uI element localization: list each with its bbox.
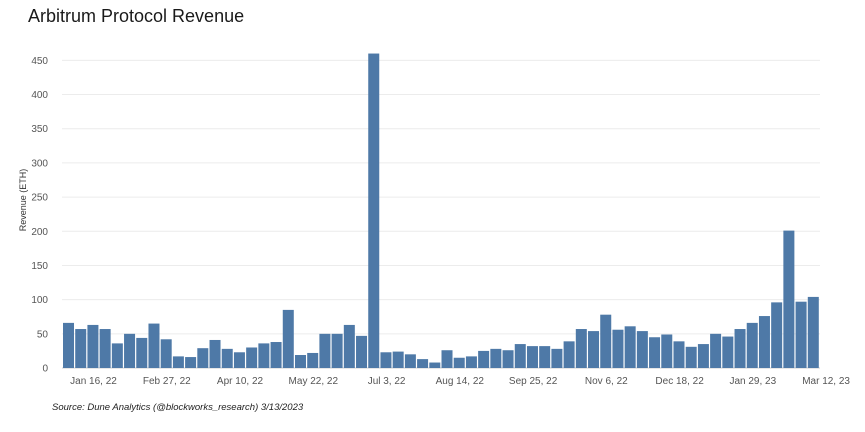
bar [490, 348, 502, 368]
x-axis-ticks: Jan 16, 22 Feb 27, 22 Apr 10, 22 May 22, 22… [70, 376, 850, 387]
bar [87, 324, 99, 368]
bar [148, 323, 160, 368]
x-tick-label: Jul 3, 22 [368, 376, 406, 387]
bar [624, 326, 636, 368]
bar [771, 302, 783, 368]
bar [673, 341, 685, 368]
bar [160, 339, 172, 368]
x-tick-label: Feb 27, 22 [143, 376, 191, 387]
x-tick-label: Dec 18, 22 [655, 376, 704, 387]
bar [246, 347, 258, 368]
bars [63, 53, 819, 368]
bar [111, 343, 123, 368]
y-tick-label: 0 [42, 364, 48, 375]
x-tick-label: Apr 10, 22 [217, 376, 264, 387]
bar [172, 356, 184, 368]
y-axis-ticks: 0 50 100 150 200 250 300 350 400 450 [31, 56, 48, 375]
chart-title: Arbitrum Protocol Revenue [28, 6, 245, 26]
bar [783, 230, 795, 368]
bar [514, 344, 526, 368]
bar [136, 337, 148, 368]
bar [319, 333, 331, 368]
bar [734, 329, 746, 368]
x-tick-label: Jan 29, 23 [729, 376, 776, 387]
bar [526, 346, 538, 368]
bar [612, 329, 624, 368]
bar [478, 350, 490, 368]
bar [722, 336, 734, 368]
bar [343, 324, 355, 368]
bar [636, 331, 648, 368]
bar [331, 333, 343, 368]
y-tick-label: 200 [31, 227, 48, 238]
bar [563, 341, 575, 368]
x-tick-label: Mar 12, 23 [802, 376, 850, 387]
bar [63, 322, 75, 368]
bar [807, 296, 819, 368]
gridlines [62, 59, 820, 369]
y-tick-label: 400 [31, 90, 48, 101]
bar [685, 346, 697, 368]
bar [258, 343, 270, 368]
bar [661, 334, 673, 368]
bar [233, 352, 245, 368]
bar [539, 346, 551, 368]
bar [429, 362, 441, 368]
bar [185, 357, 197, 368]
bar [453, 357, 465, 368]
bar [710, 333, 722, 368]
bar [124, 333, 136, 368]
bar [795, 301, 807, 368]
bar [99, 329, 111, 368]
bar [600, 314, 612, 368]
bar [551, 348, 563, 368]
bar-chart: 0 50 100 150 200 250 300 350 400 450 Jan 16, 22 Fe… [18, 53, 850, 387]
y-tick-label: 100 [31, 295, 48, 306]
bar [221, 348, 233, 368]
bar [209, 339, 221, 368]
bar [502, 350, 514, 368]
bar [307, 352, 319, 368]
bar [356, 335, 368, 368]
bar [75, 329, 87, 368]
bar [697, 344, 709, 368]
bar [441, 350, 453, 368]
bar [197, 348, 209, 368]
bar [368, 53, 380, 368]
bar [294, 355, 306, 368]
bar [575, 329, 587, 368]
y-tick-label: 250 [31, 193, 48, 204]
y-tick-label: 300 [31, 158, 48, 169]
bar [588, 331, 600, 368]
bar [465, 356, 477, 368]
bar [270, 342, 282, 368]
x-tick-label: Aug 14, 22 [436, 376, 485, 387]
bar [758, 316, 770, 368]
y-axis-label: Revenue (ETH) [18, 169, 28, 232]
x-tick-label: Sep 25, 22 [509, 376, 558, 387]
bar [282, 309, 294, 368]
x-tick-label: May 22, 22 [289, 376, 339, 387]
source-note: Source: Dune Analytics (@blockworks_rese… [52, 402, 304, 413]
bar [392, 351, 404, 368]
y-tick-label: 150 [31, 261, 48, 272]
y-tick-label: 50 [37, 329, 49, 340]
x-tick-label: Jan 16, 22 [70, 376, 117, 387]
bar [404, 354, 416, 368]
bar [649, 337, 661, 368]
y-tick-label: 350 [31, 124, 48, 135]
bar [417, 359, 429, 368]
y-tick-label: 450 [31, 56, 48, 67]
bar [380, 352, 392, 368]
bar [746, 322, 758, 368]
x-tick-label: Nov 6, 22 [585, 376, 628, 387]
